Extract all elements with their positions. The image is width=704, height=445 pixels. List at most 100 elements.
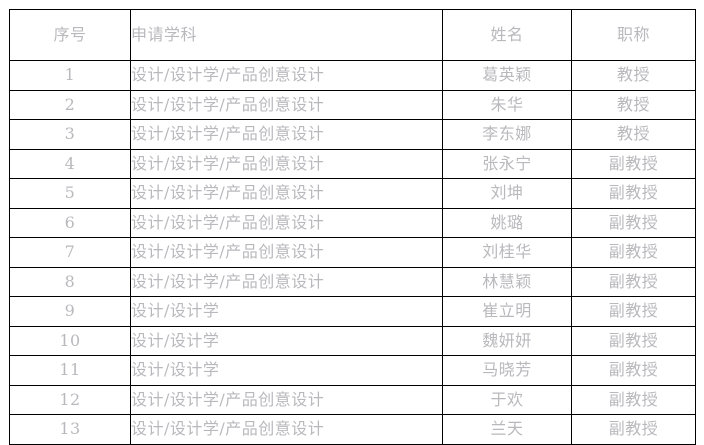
cell-index-text: 4 xyxy=(64,153,76,173)
cell-name: 姚璐 xyxy=(442,207,572,238)
cell-title: 教授 xyxy=(571,119,696,150)
cell-title-text: 副教授 xyxy=(608,153,659,173)
cell-index-text: 10 xyxy=(59,330,81,350)
table-row: 11 设计/设计学 马晓芳 副教授 xyxy=(9,355,696,386)
cell-subject: 设计/设计学/产品创意设计 xyxy=(130,207,443,238)
cell-subject-text: 设计/设计学/产品创意设计 xyxy=(131,271,325,291)
cell-subject: 设计/设计学/产品创意设计 xyxy=(130,148,443,179)
cell-name: 张永宁 xyxy=(442,148,572,179)
cell-name-text: 于欢 xyxy=(490,389,524,409)
cell-index: 13 xyxy=(9,414,131,445)
cell-title: 副教授 xyxy=(571,414,696,445)
cell-name-text: 朱华 xyxy=(490,94,524,114)
cell-index-text: 7 xyxy=(64,242,76,262)
cell-index-text: 13 xyxy=(59,419,81,439)
cell-subject-text: 设计/设计学 xyxy=(131,360,220,380)
cell-name: 刘坤 xyxy=(442,178,572,209)
cell-index-text: 11 xyxy=(59,360,81,380)
cell-subject-text: 设计/设计学 xyxy=(131,330,220,350)
cell-index-text: 6 xyxy=(64,212,76,232)
cell-subject: 设计/设计学/产品创意设计 xyxy=(130,384,443,415)
column-header-name: 姓名 xyxy=(442,9,572,61)
cell-name: 葛英颖 xyxy=(442,60,572,91)
table-row: 12 设计/设计学/产品创意设计 于欢 副教授 xyxy=(9,384,696,415)
cell-name: 魏妍妍 xyxy=(442,325,572,356)
cell-name: 崔立明 xyxy=(442,296,572,327)
cell-subject-text: 设计/设计学/产品创意设计 xyxy=(131,183,325,203)
table-row: 8 设计/设计学/产品创意设计 林慧颖 副教授 xyxy=(9,266,696,297)
cell-name-text: 兰天 xyxy=(490,419,524,439)
applicant-table-container: 序号 申请学科 姓名 职称 1 设计/设计学/产品创意设计 葛英颖 教授 2 设计/设计学/产品创… xyxy=(9,9,696,445)
cell-name-text: 葛英颖 xyxy=(482,65,532,85)
column-header-index: 序号 xyxy=(9,9,131,61)
cell-subject-text: 设计/设计学/产品创意设计 xyxy=(131,65,325,85)
cell-title: 教授 xyxy=(571,60,696,91)
cell-title: 副教授 xyxy=(571,207,696,238)
cell-title-text: 副教授 xyxy=(608,242,659,262)
cell-name-text: 张永宁 xyxy=(482,153,532,173)
cell-subject: 设计/设计学/产品创意设计 xyxy=(130,178,443,209)
cell-index: 6 xyxy=(9,207,131,238)
cell-index: 9 xyxy=(9,296,131,327)
cell-subject: 设计/设计学/产品创意设计 xyxy=(130,266,443,297)
table-row: 6 设计/设计学/产品创意设计 姚璐 副教授 xyxy=(9,207,696,238)
cell-title: 副教授 xyxy=(571,237,696,268)
cell-name-text: 林慧颖 xyxy=(482,271,532,291)
cell-index-text: 12 xyxy=(59,389,81,409)
cell-title: 副教授 xyxy=(571,266,696,297)
cell-name: 李东娜 xyxy=(442,119,572,150)
cell-subject: 设计/设计学/产品创意设计 xyxy=(130,60,443,91)
cell-title: 副教授 xyxy=(571,325,696,356)
cell-name: 朱华 xyxy=(442,89,572,120)
cell-subject-text: 设计/设计学/产品创意设计 xyxy=(131,153,325,173)
cell-name-text: 刘坤 xyxy=(490,183,524,203)
cell-title: 副教授 xyxy=(571,148,696,179)
table-row: 2 设计/设计学/产品创意设计 朱华 教授 xyxy=(9,89,696,120)
cell-subject: 设计/设计学/产品创意设计 xyxy=(130,237,443,268)
cell-name: 刘桂华 xyxy=(442,237,572,268)
table-row: 1 设计/设计学/产品创意设计 葛英颖 教授 xyxy=(9,60,696,91)
table-row: 5 设计/设计学/产品创意设计 刘坤 副教授 xyxy=(9,178,696,209)
cell-title-text: 教授 xyxy=(616,65,650,85)
cell-index: 11 xyxy=(9,355,131,386)
cell-name-text: 马晓芳 xyxy=(482,360,532,380)
table-row: 10 设计/设计学 魏妍妍 副教授 xyxy=(9,325,696,356)
cell-index-text: 9 xyxy=(64,301,76,321)
cell-index: 4 xyxy=(9,148,131,179)
cell-subject-text: 设计/设计学 xyxy=(131,301,220,321)
cell-index-text: 1 xyxy=(64,65,76,85)
applicant-table: 序号 申请学科 姓名 职称 1 设计/设计学/产品创意设计 葛英颖 教授 2 设计/设计学/产品创… xyxy=(9,9,696,445)
cell-title-text: 教授 xyxy=(616,124,650,144)
cell-subject-text: 设计/设计学/产品创意设计 xyxy=(131,242,325,262)
column-header-label: 申请学科 xyxy=(131,25,198,44)
cell-index: 7 xyxy=(9,237,131,268)
cell-index-text: 2 xyxy=(64,94,76,114)
cell-subject-text: 设计/设计学/产品创意设计 xyxy=(131,94,325,114)
cell-name: 兰天 xyxy=(442,414,572,445)
cell-title-text: 副教授 xyxy=(608,271,659,291)
table-row: 7 设计/设计学/产品创意设计 刘桂华 副教授 xyxy=(9,237,696,268)
cell-title-text: 副教授 xyxy=(608,212,659,232)
cell-title-text: 副教授 xyxy=(608,301,659,321)
cell-subject-text: 设计/设计学/产品创意设计 xyxy=(131,389,325,409)
cell-index-text: 8 xyxy=(64,271,76,291)
column-header-subject: 申请学科 xyxy=(130,9,443,61)
cell-subject: 设计/设计学/产品创意设计 xyxy=(130,89,443,120)
cell-index: 10 xyxy=(9,325,131,356)
cell-name: 马晓芳 xyxy=(442,355,572,386)
cell-title-text: 副教授 xyxy=(608,419,659,439)
cell-subject: 设计/设计学 xyxy=(130,355,443,386)
cell-subject: 设计/设计学/产品创意设计 xyxy=(130,414,443,445)
cell-name-text: 魏妍妍 xyxy=(482,330,532,350)
cell-name-text: 崔立明 xyxy=(482,301,532,321)
cell-name: 于欢 xyxy=(442,384,572,415)
cell-title-text: 教授 xyxy=(616,94,650,114)
cell-name-text: 李东娜 xyxy=(482,124,532,144)
cell-subject: 设计/设计学 xyxy=(130,296,443,327)
cell-name-text: 姚璐 xyxy=(490,212,524,232)
cell-index: 8 xyxy=(9,266,131,297)
cell-title: 教授 xyxy=(571,89,696,120)
cell-title: 副教授 xyxy=(571,355,696,386)
cell-title: 副教授 xyxy=(571,296,696,327)
cell-subject-text: 设计/设计学/产品创意设计 xyxy=(131,419,325,439)
